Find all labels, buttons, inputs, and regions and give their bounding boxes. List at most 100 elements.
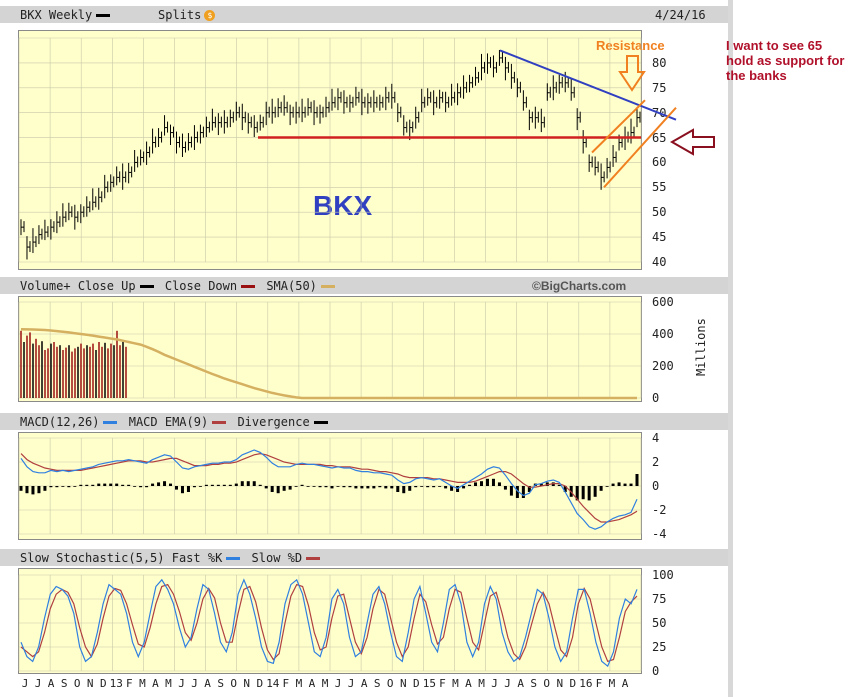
divergence-bar xyxy=(599,486,603,491)
close-up-swatch xyxy=(139,285,154,288)
stoch-tick-label: 100 xyxy=(652,568,674,582)
x-tick-label: M xyxy=(452,677,459,690)
divergence-bar xyxy=(198,486,202,487)
x-tick-label: S xyxy=(530,677,537,690)
divergence-bar xyxy=(222,484,226,486)
divergence-bar xyxy=(420,486,424,487)
x-tick-label: J xyxy=(334,677,342,690)
x-tick-label: M xyxy=(165,677,172,690)
divergence-bar xyxy=(390,486,394,489)
side-note: I want to see 65 hold as support for the… xyxy=(726,38,845,83)
divergence-bar xyxy=(378,486,382,488)
divergence-bar xyxy=(360,486,364,489)
divergence-bar xyxy=(276,486,280,494)
chart-date: 4/24/16 xyxy=(655,8,706,22)
divergence-bar xyxy=(288,486,292,490)
divergence-bar xyxy=(318,486,322,488)
x-tick-label: N xyxy=(399,677,407,690)
stoch-tick-label: 75 xyxy=(652,592,667,606)
stoch-tick-label: 25 xyxy=(652,640,667,654)
volume-tick-label: 200 xyxy=(652,359,674,373)
divergence-bar xyxy=(163,481,167,486)
side-panel xyxy=(733,0,848,697)
price-tick-label: 65 xyxy=(652,130,667,145)
divergence-bar xyxy=(133,486,137,487)
x-tick-label: M xyxy=(478,677,485,690)
divergence-bar xyxy=(366,486,370,489)
divergence-bar xyxy=(527,486,531,492)
divergence-bar xyxy=(151,483,155,486)
divergence-bar xyxy=(426,486,430,488)
price-swatch xyxy=(96,14,111,17)
divergence-bar xyxy=(605,486,609,487)
resistance-arrow-icon xyxy=(618,55,646,92)
stoch-fast-line xyxy=(20,578,638,668)
divergence-bar xyxy=(444,486,448,489)
divergence-bar xyxy=(294,486,298,487)
splits-label[interactable]: Splits $ xyxy=(158,8,216,22)
x-tick-label: 14 xyxy=(266,677,280,690)
volume-sma-line xyxy=(20,327,637,400)
x-tick-label: J xyxy=(34,677,42,690)
divergence-bar xyxy=(61,486,65,487)
divergence-bar xyxy=(336,486,340,487)
divergence-bar xyxy=(180,486,184,494)
divergence-bar xyxy=(49,486,53,488)
divergence-bar xyxy=(402,486,406,494)
x-tick-label: O xyxy=(386,677,394,690)
price-tick-label: 40 xyxy=(652,255,667,269)
divergence-bar xyxy=(623,483,627,486)
stoch-tick-label: 50 xyxy=(652,616,667,630)
macd-ema-line xyxy=(20,452,638,523)
divergence-bar xyxy=(270,486,274,492)
fast-swatch xyxy=(226,557,241,560)
x-tick-label: 13 xyxy=(109,677,123,690)
divergence-bar xyxy=(300,484,304,486)
divergence-bar xyxy=(43,486,47,491)
sma-swatch xyxy=(320,285,335,288)
channel-line-upper xyxy=(591,99,646,154)
divergence-bar xyxy=(186,486,190,492)
x-tick-label: M xyxy=(608,677,616,690)
x-tick-label: F xyxy=(126,677,133,690)
x-tick-label: N xyxy=(243,677,251,690)
stoch-band xyxy=(0,549,728,566)
x-tick-label: M xyxy=(295,677,303,690)
x-tick-label: A xyxy=(308,677,316,690)
divergence-bar xyxy=(563,486,567,492)
divergence-bar xyxy=(414,486,418,488)
support-arrow-icon xyxy=(669,128,715,156)
x-tick-label: A xyxy=(621,677,629,690)
divergence-bar xyxy=(85,484,89,486)
stoch-slow-line xyxy=(20,583,638,663)
divergence-bar xyxy=(19,486,23,491)
divergence-bar xyxy=(396,486,400,492)
x-tick-label: F xyxy=(595,677,603,690)
divergence-bar xyxy=(121,484,125,486)
x-tick-label: A xyxy=(204,677,211,690)
slow-swatch xyxy=(306,557,321,560)
divergence-bar xyxy=(31,486,35,495)
price-tick-label: 55 xyxy=(652,180,667,195)
x-tick-label: D xyxy=(99,677,107,690)
divergence-bar xyxy=(515,486,519,498)
resistance-trend-line xyxy=(499,49,677,121)
divergence-bar xyxy=(115,483,119,486)
divergence-bar xyxy=(246,481,250,486)
divergence-bar xyxy=(432,486,436,488)
x-tick-label: J xyxy=(347,677,355,690)
divergence-bar xyxy=(342,486,346,488)
x-tick-label: M xyxy=(139,677,146,690)
x-tick-label: D xyxy=(256,677,264,690)
stoch-tick-label: 0 xyxy=(652,664,660,678)
divergence-bar xyxy=(204,484,208,486)
divergence-bar xyxy=(282,486,286,491)
volume-band xyxy=(0,277,728,294)
divergence-bar xyxy=(474,482,478,486)
dollar-icon[interactable]: $ xyxy=(204,10,216,21)
divergence-bar xyxy=(145,486,149,488)
x-tick-label: S xyxy=(373,677,381,690)
divergence-bar xyxy=(37,486,41,494)
divergence-bar xyxy=(228,484,232,486)
x-tick-label: S xyxy=(60,677,68,690)
